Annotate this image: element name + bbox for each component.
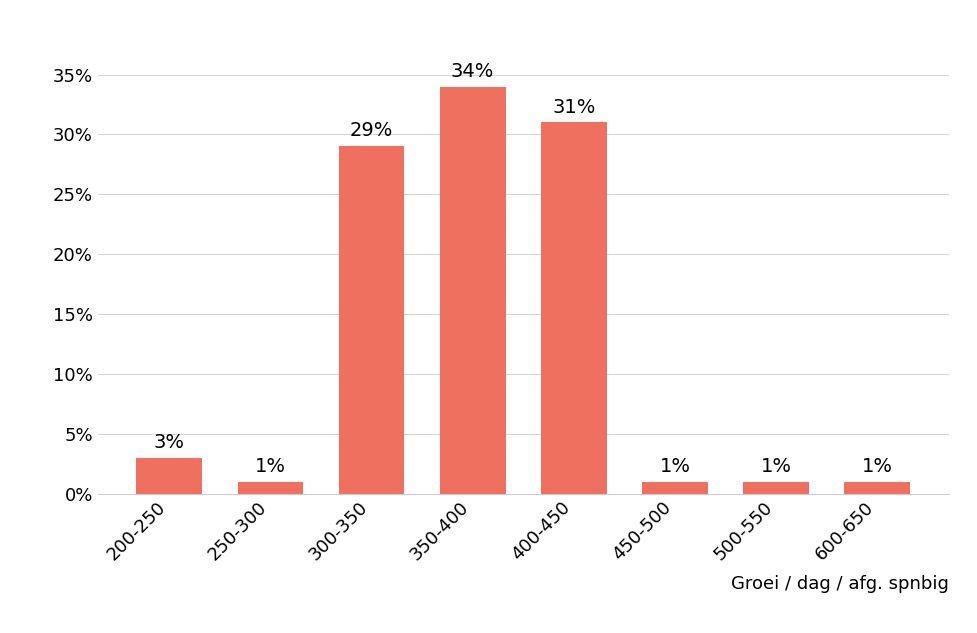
Text: 1%: 1% bbox=[255, 457, 285, 476]
Bar bbox=[743, 482, 808, 494]
Bar bbox=[137, 458, 202, 494]
Bar bbox=[440, 87, 505, 494]
Bar bbox=[237, 482, 303, 494]
Bar bbox=[843, 482, 909, 494]
Text: 31%: 31% bbox=[552, 97, 595, 116]
Text: 1%: 1% bbox=[658, 457, 690, 476]
X-axis label: Groei / dag / afg. spnbig: Groei / dag / afg. spnbig bbox=[730, 575, 948, 593]
Text: 29%: 29% bbox=[350, 122, 393, 141]
Text: 1%: 1% bbox=[760, 457, 790, 476]
Bar bbox=[641, 482, 707, 494]
Text: 1%: 1% bbox=[861, 457, 892, 476]
Bar bbox=[540, 123, 606, 494]
Text: 3%: 3% bbox=[153, 433, 185, 452]
Bar bbox=[338, 146, 404, 494]
Text: 34%: 34% bbox=[450, 61, 493, 80]
